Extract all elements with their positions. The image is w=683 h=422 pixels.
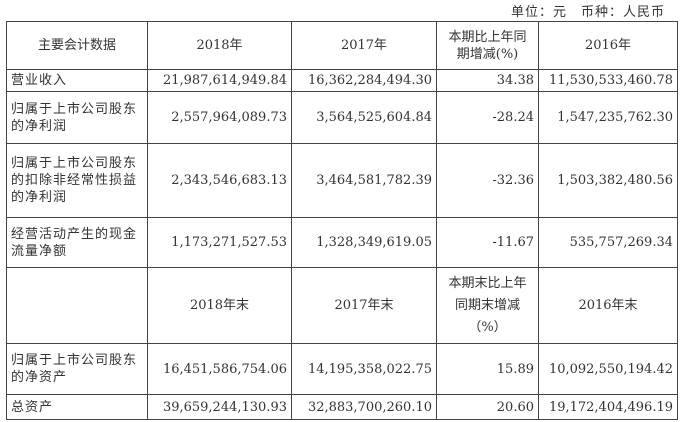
value-cell: 34.38	[436, 69, 539, 92]
value-cell: 16,451,586,754.06	[147, 343, 292, 395]
row-label: 归属于上市公司股东的净利润	[6, 91, 148, 144]
table-row: 归属于上市公司股东的扣除非经常性损益的净利润 2,343,546,683.13 …	[6, 143, 678, 218]
header-cell: 2017年末	[291, 267, 437, 344]
value-cell: 1,547,235,762.30	[538, 91, 678, 144]
value-cell: 2,557,964,089.73	[147, 91, 292, 144]
header-cell	[6, 267, 148, 344]
header-cell: 2016年	[538, 21, 678, 70]
value-cell: 3,464,581,782.39	[291, 143, 437, 218]
value-cell: 1,503,382,480.56	[538, 143, 678, 218]
header-cell: 2018年末	[147, 267, 292, 344]
value-cell: 14,195,358,022.75	[291, 343, 437, 395]
value-cell: 2,343,546,683.13	[147, 143, 292, 218]
header-cell: 2017年	[291, 21, 437, 70]
value-cell: 535,757,269.34	[538, 217, 678, 268]
value-cell: 16,362,284,494.30	[291, 69, 437, 92]
value-cell: 39,659,244,130.93	[147, 394, 292, 420]
table-header-row: 2018年末 2017年末 本期末比上年同期末增减（%） 2016年末	[6, 267, 678, 344]
row-label: 归属于上市公司股东的扣除非经常性损益的净利润	[6, 143, 148, 218]
header-cell: 本期比上年同期增减(%)	[436, 21, 539, 70]
value-cell: -11.67	[436, 217, 539, 268]
value-cell: 3,564,525,604.84	[291, 91, 437, 144]
row-label: 总资产	[6, 394, 148, 420]
table-row: 经营活动产生的现金流量净额 1,173,271,527.53 1,328,349…	[6, 217, 678, 268]
value-cell: 11,530,533,460.78	[538, 69, 678, 92]
value-cell: 1,328,349,619.05	[291, 217, 437, 268]
row-label: 经营活动产生的现金流量净额	[6, 217, 148, 268]
value-cell: 19,172,404,496.19	[538, 394, 678, 420]
table-row: 归属于上市公司股东的净资产 16,451,586,754.06 14,195,3…	[6, 343, 678, 395]
value-cell: 15.89	[436, 343, 539, 395]
header-cell: 主要会计数据	[6, 21, 148, 70]
header-cell: 2018年	[147, 21, 292, 70]
value-cell: -28.24	[436, 91, 539, 144]
unit-currency-note: 单位：元 币种：人民币	[510, 5, 665, 20]
table-row: 归属于上市公司股东的净利润 2,557,964,089.73 3,564,525…	[6, 91, 678, 144]
row-label: 归属于上市公司股东的净资产	[6, 343, 148, 395]
key-accounting-data-table: 主要会计数据 2018年 2017年 本期比上年同期增减(%) 2016年 营业…	[6, 21, 678, 420]
value-cell: 21,987,614,949.84	[147, 69, 292, 92]
row-label: 营业收入	[6, 69, 148, 92]
table-header-row: 主要会计数据 2018年 2017年 本期比上年同期增减(%) 2016年	[6, 21, 678, 70]
value-cell: 20.60	[436, 394, 539, 420]
value-cell: 32,883,700,260.10	[291, 394, 437, 420]
value-cell: 10,092,550,194.42	[538, 343, 678, 395]
header-cell: 2016年末	[538, 267, 678, 344]
table-row: 营业收入 21,987,614,949.84 16,362,284,494.30…	[6, 69, 678, 92]
value-cell: 1,173,271,527.53	[147, 217, 292, 268]
table-row: 总资产 39,659,244,130.93 32,883,700,260.10 …	[6, 394, 678, 420]
value-cell: -32.36	[436, 143, 539, 218]
header-cell: 本期末比上年同期末增减（%）	[436, 267, 539, 344]
